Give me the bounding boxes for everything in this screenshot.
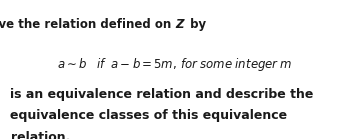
Text: relation.: relation. xyxy=(10,131,70,139)
Text: Prove the relation defined on: Prove the relation defined on xyxy=(0,18,175,31)
Text: equivalence classes of this equivalence: equivalence classes of this equivalence xyxy=(10,109,288,122)
Text: is an equivalence relation and describe the: is an equivalence relation and describe … xyxy=(10,88,314,101)
Text: Z: Z xyxy=(175,18,183,31)
Text: by: by xyxy=(186,18,206,31)
Text: $a{\sim}b\;$  $\mathit{if}\;\;a-b=5m,\,for\;some\;integer\;m$: $a{\sim}b\;$ $\mathit{if}\;\;a-b=5m,\,fo… xyxy=(57,56,293,73)
